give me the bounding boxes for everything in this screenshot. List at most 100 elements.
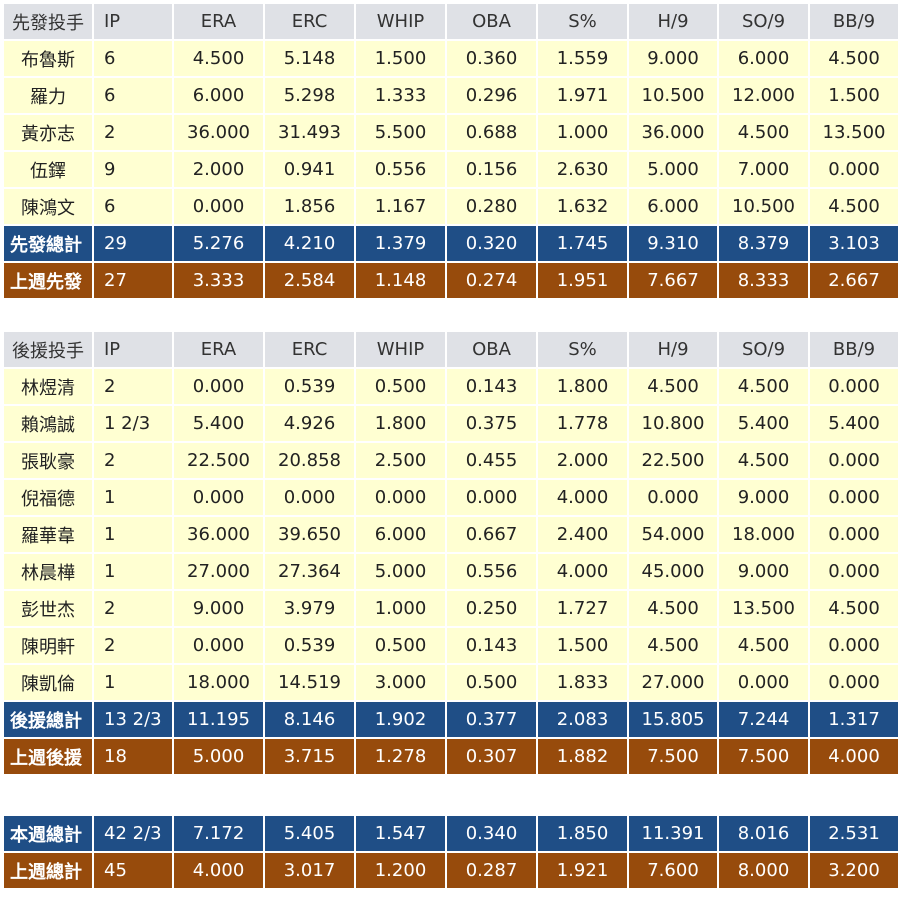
summary-row: 本週總計 42 2/3 7.172 5.405 1.547 0.340 1.850 11.39…: [4, 816, 898, 851]
stat-cell: 36.000: [174, 115, 263, 150]
pitcher-row: 張耿豪 2 22.500 20.858 2.500 0.455 2.000 22.500 4.5…: [4, 443, 898, 478]
stat-cell: 4.500: [629, 369, 717, 404]
pitcher-row: 賴鴻誠 1 2/3 5.400 4.926 1.800 0.375 1.778 10.800 5…: [4, 406, 898, 441]
stat-cell: 0.000: [810, 517, 898, 552]
stat-cell: 3.103: [810, 226, 898, 261]
stat-cell: 8.016: [719, 816, 808, 851]
stat-cell: 5.148: [265, 41, 354, 76]
stat-cell: 6.000: [174, 78, 263, 113]
stat-cell: OBA: [447, 4, 536, 39]
stat-cell: 9.000: [174, 591, 263, 626]
pitcher-name: 陳凱倫: [4, 665, 92, 700]
stat-cell: 4.000: [538, 480, 627, 515]
pitcher-row: 陳鴻文 6 0.000 1.856 1.167 0.280 1.632 6.000 10.500…: [4, 189, 898, 224]
stat-cell: 7.500: [629, 739, 717, 774]
stat-cell: 0.500: [447, 665, 536, 700]
pitcher-name: 布魯斯: [4, 41, 92, 76]
stat-cell: 4.500: [174, 41, 263, 76]
stat-cell: 0.539: [265, 369, 354, 404]
pitcher-name: 彭世杰: [4, 591, 92, 626]
stat-cell: 0.000: [810, 369, 898, 404]
stat-cell: 4.500: [719, 369, 808, 404]
stat-cell: 6.000: [356, 517, 445, 552]
stat-cell: 2.630: [538, 152, 627, 187]
stat-cell: 1.500: [538, 628, 627, 663]
stat-cell: 5.400: [810, 406, 898, 441]
stat-cell: 4.500: [719, 115, 808, 150]
stat-cell: 0.375: [447, 406, 536, 441]
pitcher-name: 林晨樺: [4, 554, 92, 589]
stat-cell: 1.856: [265, 189, 354, 224]
stat-cell: 22.500: [174, 443, 263, 478]
stat-cell: 4.926: [265, 406, 354, 441]
stat-cell: 27.364: [265, 554, 354, 589]
pitcher-name: 上週後援: [4, 739, 92, 774]
summary-row: 上週總計 45 4.000 3.017 1.200 0.287 1.921 7.600 8.00…: [4, 853, 898, 888]
pitcher-name: 黃亦志: [4, 115, 92, 150]
stat-cell: 3.333: [174, 263, 263, 298]
pitcher-row: 黃亦志 2 36.000 31.493 5.500 0.688 1.000 36.000 4.5…: [4, 115, 898, 150]
stat-cell: 2: [94, 628, 172, 663]
stat-cell: 8.379: [719, 226, 808, 261]
pitcher-name: 後援總計: [4, 702, 92, 737]
stat-cell: 0.000: [356, 480, 445, 515]
stat-cell: 6.000: [719, 41, 808, 76]
stat-cell: 1.000: [538, 115, 627, 150]
stat-cell: 1: [94, 480, 172, 515]
stat-cell: 2.000: [538, 443, 627, 478]
stat-cell: 1.167: [356, 189, 445, 224]
stat-cell: 1.379: [356, 226, 445, 261]
stat-cell: 0.000: [810, 480, 898, 515]
stat-cell: 9: [94, 152, 172, 187]
stat-cell: 0.000: [265, 480, 354, 515]
stat-cell: 1.333: [356, 78, 445, 113]
stat-cell: 15.805: [629, 702, 717, 737]
stat-cell: 1 2/3: [94, 406, 172, 441]
pitcher-row: 羅力 6 6.000 5.298 1.333 0.296 1.971 10.500 12.000…: [4, 78, 898, 113]
stat-cell: 5.276: [174, 226, 263, 261]
stat-cell: 10.800: [629, 406, 717, 441]
stat-cell: 0.941: [265, 152, 354, 187]
stat-cell: 4.000: [810, 739, 898, 774]
stat-cell: 0.556: [356, 152, 445, 187]
stat-cell: 0.340: [447, 816, 536, 851]
stat-cell: 2.584: [265, 263, 354, 298]
summary-row: 上週後援 18 5.000 3.715 1.278 0.307 1.882 7.500 7.50…: [4, 739, 898, 774]
stat-cell: 0.000: [174, 369, 263, 404]
stat-cell: 14.519: [265, 665, 354, 700]
stat-cell: 6: [94, 78, 172, 113]
stat-cell: 0.556: [447, 554, 536, 589]
pitcher-name: 羅華韋: [4, 517, 92, 552]
stat-cell: 5.000: [174, 739, 263, 774]
stat-cell: 13.500: [810, 115, 898, 150]
stat-cell: 4.500: [629, 628, 717, 663]
pitcher-name: 後援投手: [4, 332, 92, 367]
pitcher-row: 羅華韋 1 36.000 39.650 6.000 0.667 2.400 54.000 18.…: [4, 517, 898, 552]
stat-cell: 13 2/3: [94, 702, 172, 737]
stat-cell: 1.148: [356, 263, 445, 298]
stat-cell: 1.951: [538, 263, 627, 298]
pitcher-name: 本週總計: [4, 816, 92, 851]
pitcher-name: 伍鐸: [4, 152, 92, 187]
stat-cell: 0.360: [447, 41, 536, 76]
stat-cell: 4.500: [810, 41, 898, 76]
stat-cell: SO/9: [719, 4, 808, 39]
stat-cell: ERC: [265, 332, 354, 367]
stat-cell: 0.000: [174, 189, 263, 224]
stat-cell: 9.310: [629, 226, 717, 261]
stat-cell: 3.017: [265, 853, 354, 888]
stat-cell: 42 2/3: [94, 816, 172, 851]
stat-cell: 3.715: [265, 739, 354, 774]
stat-cell: S%: [538, 4, 627, 39]
stat-cell: 0.280: [447, 189, 536, 224]
stat-cell: WHIP: [356, 332, 445, 367]
pitcher-row: 林煜清 2 0.000 0.539 0.500 0.143 1.800 4.500 4.500 0…: [4, 369, 898, 404]
stat-cell: 6.000: [629, 189, 717, 224]
stat-cell: 0.000: [174, 480, 263, 515]
stat-cell: 6: [94, 41, 172, 76]
stat-cell: 0.688: [447, 115, 536, 150]
stat-cell: 0.377: [447, 702, 536, 737]
stat-cell: 0.000: [447, 480, 536, 515]
pitcher-row: 伍鐸 9 2.000 0.941 0.556 0.156 2.630 5.000 7.000 0.…: [4, 152, 898, 187]
